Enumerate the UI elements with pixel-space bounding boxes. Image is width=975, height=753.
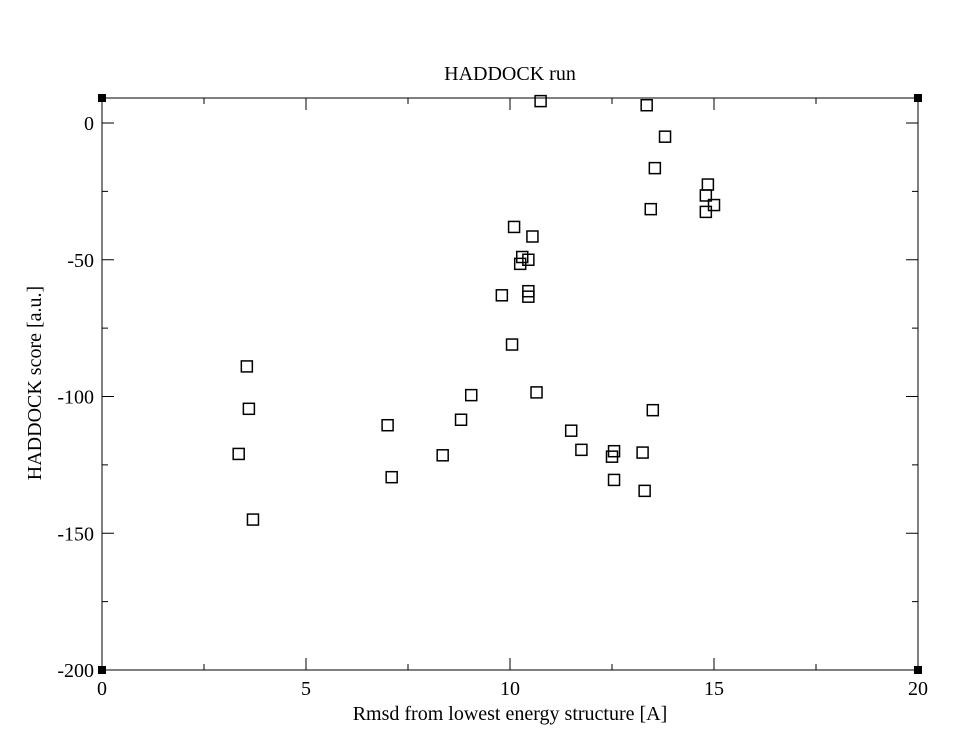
data-point xyxy=(246,513,260,526)
data-point xyxy=(454,413,468,426)
x-axis-label: Rmsd from lowest energy structure [A] xyxy=(353,703,668,725)
x-tick-label: 0 xyxy=(97,678,107,700)
frame-corner xyxy=(98,94,106,102)
data-point xyxy=(564,424,578,437)
frame-corner-markers xyxy=(98,94,922,674)
data-point xyxy=(381,418,394,432)
data-point xyxy=(638,484,651,498)
x-tick-label: 5 xyxy=(301,678,311,700)
data-point xyxy=(607,473,621,487)
data-points xyxy=(232,94,721,526)
data-point xyxy=(575,443,588,457)
y-tick-label: -200 xyxy=(57,660,94,682)
x-tick-label: 20 xyxy=(908,678,928,700)
data-point xyxy=(636,446,649,459)
data-point xyxy=(436,449,449,462)
data-point xyxy=(646,403,660,417)
frame-corner xyxy=(914,666,922,674)
data-point xyxy=(607,444,621,458)
y-tick-label: -150 xyxy=(57,523,94,545)
data-point xyxy=(522,253,535,266)
y-axis-label: HADDOCK score [a.u.] xyxy=(24,286,46,480)
y-tick-label: 0 xyxy=(84,113,94,135)
axis-ticks xyxy=(101,98,919,671)
data-point xyxy=(648,161,662,175)
data-point xyxy=(658,130,672,143)
data-point xyxy=(242,402,256,416)
plot-frame xyxy=(101,97,919,671)
data-point xyxy=(701,178,715,191)
data-point xyxy=(240,360,254,373)
data-point xyxy=(513,257,527,271)
data-point xyxy=(699,205,713,219)
data-point xyxy=(530,386,543,399)
data-point xyxy=(385,470,398,484)
y-tick-label: -50 xyxy=(67,250,94,272)
data-point xyxy=(507,220,521,234)
data-point xyxy=(526,230,539,243)
frame-corner xyxy=(98,666,106,674)
data-point xyxy=(464,388,478,402)
x-tick-label: 10 xyxy=(500,678,520,700)
data-point xyxy=(495,289,509,302)
frame-corner xyxy=(914,94,922,102)
axis-tick-labels: 0 5 10 15 20 0 -50 -100 -150 -200 xyxy=(57,113,928,700)
data-point xyxy=(644,202,658,216)
data-point xyxy=(522,290,535,303)
data-point xyxy=(707,198,721,212)
x-tick-label: 15 xyxy=(704,678,724,700)
data-point xyxy=(534,94,547,108)
data-point xyxy=(505,338,519,351)
data-point xyxy=(640,98,653,112)
data-point xyxy=(232,447,245,461)
chart-title: HADDOCK run xyxy=(444,63,576,85)
y-tick-label: -100 xyxy=(57,387,94,409)
